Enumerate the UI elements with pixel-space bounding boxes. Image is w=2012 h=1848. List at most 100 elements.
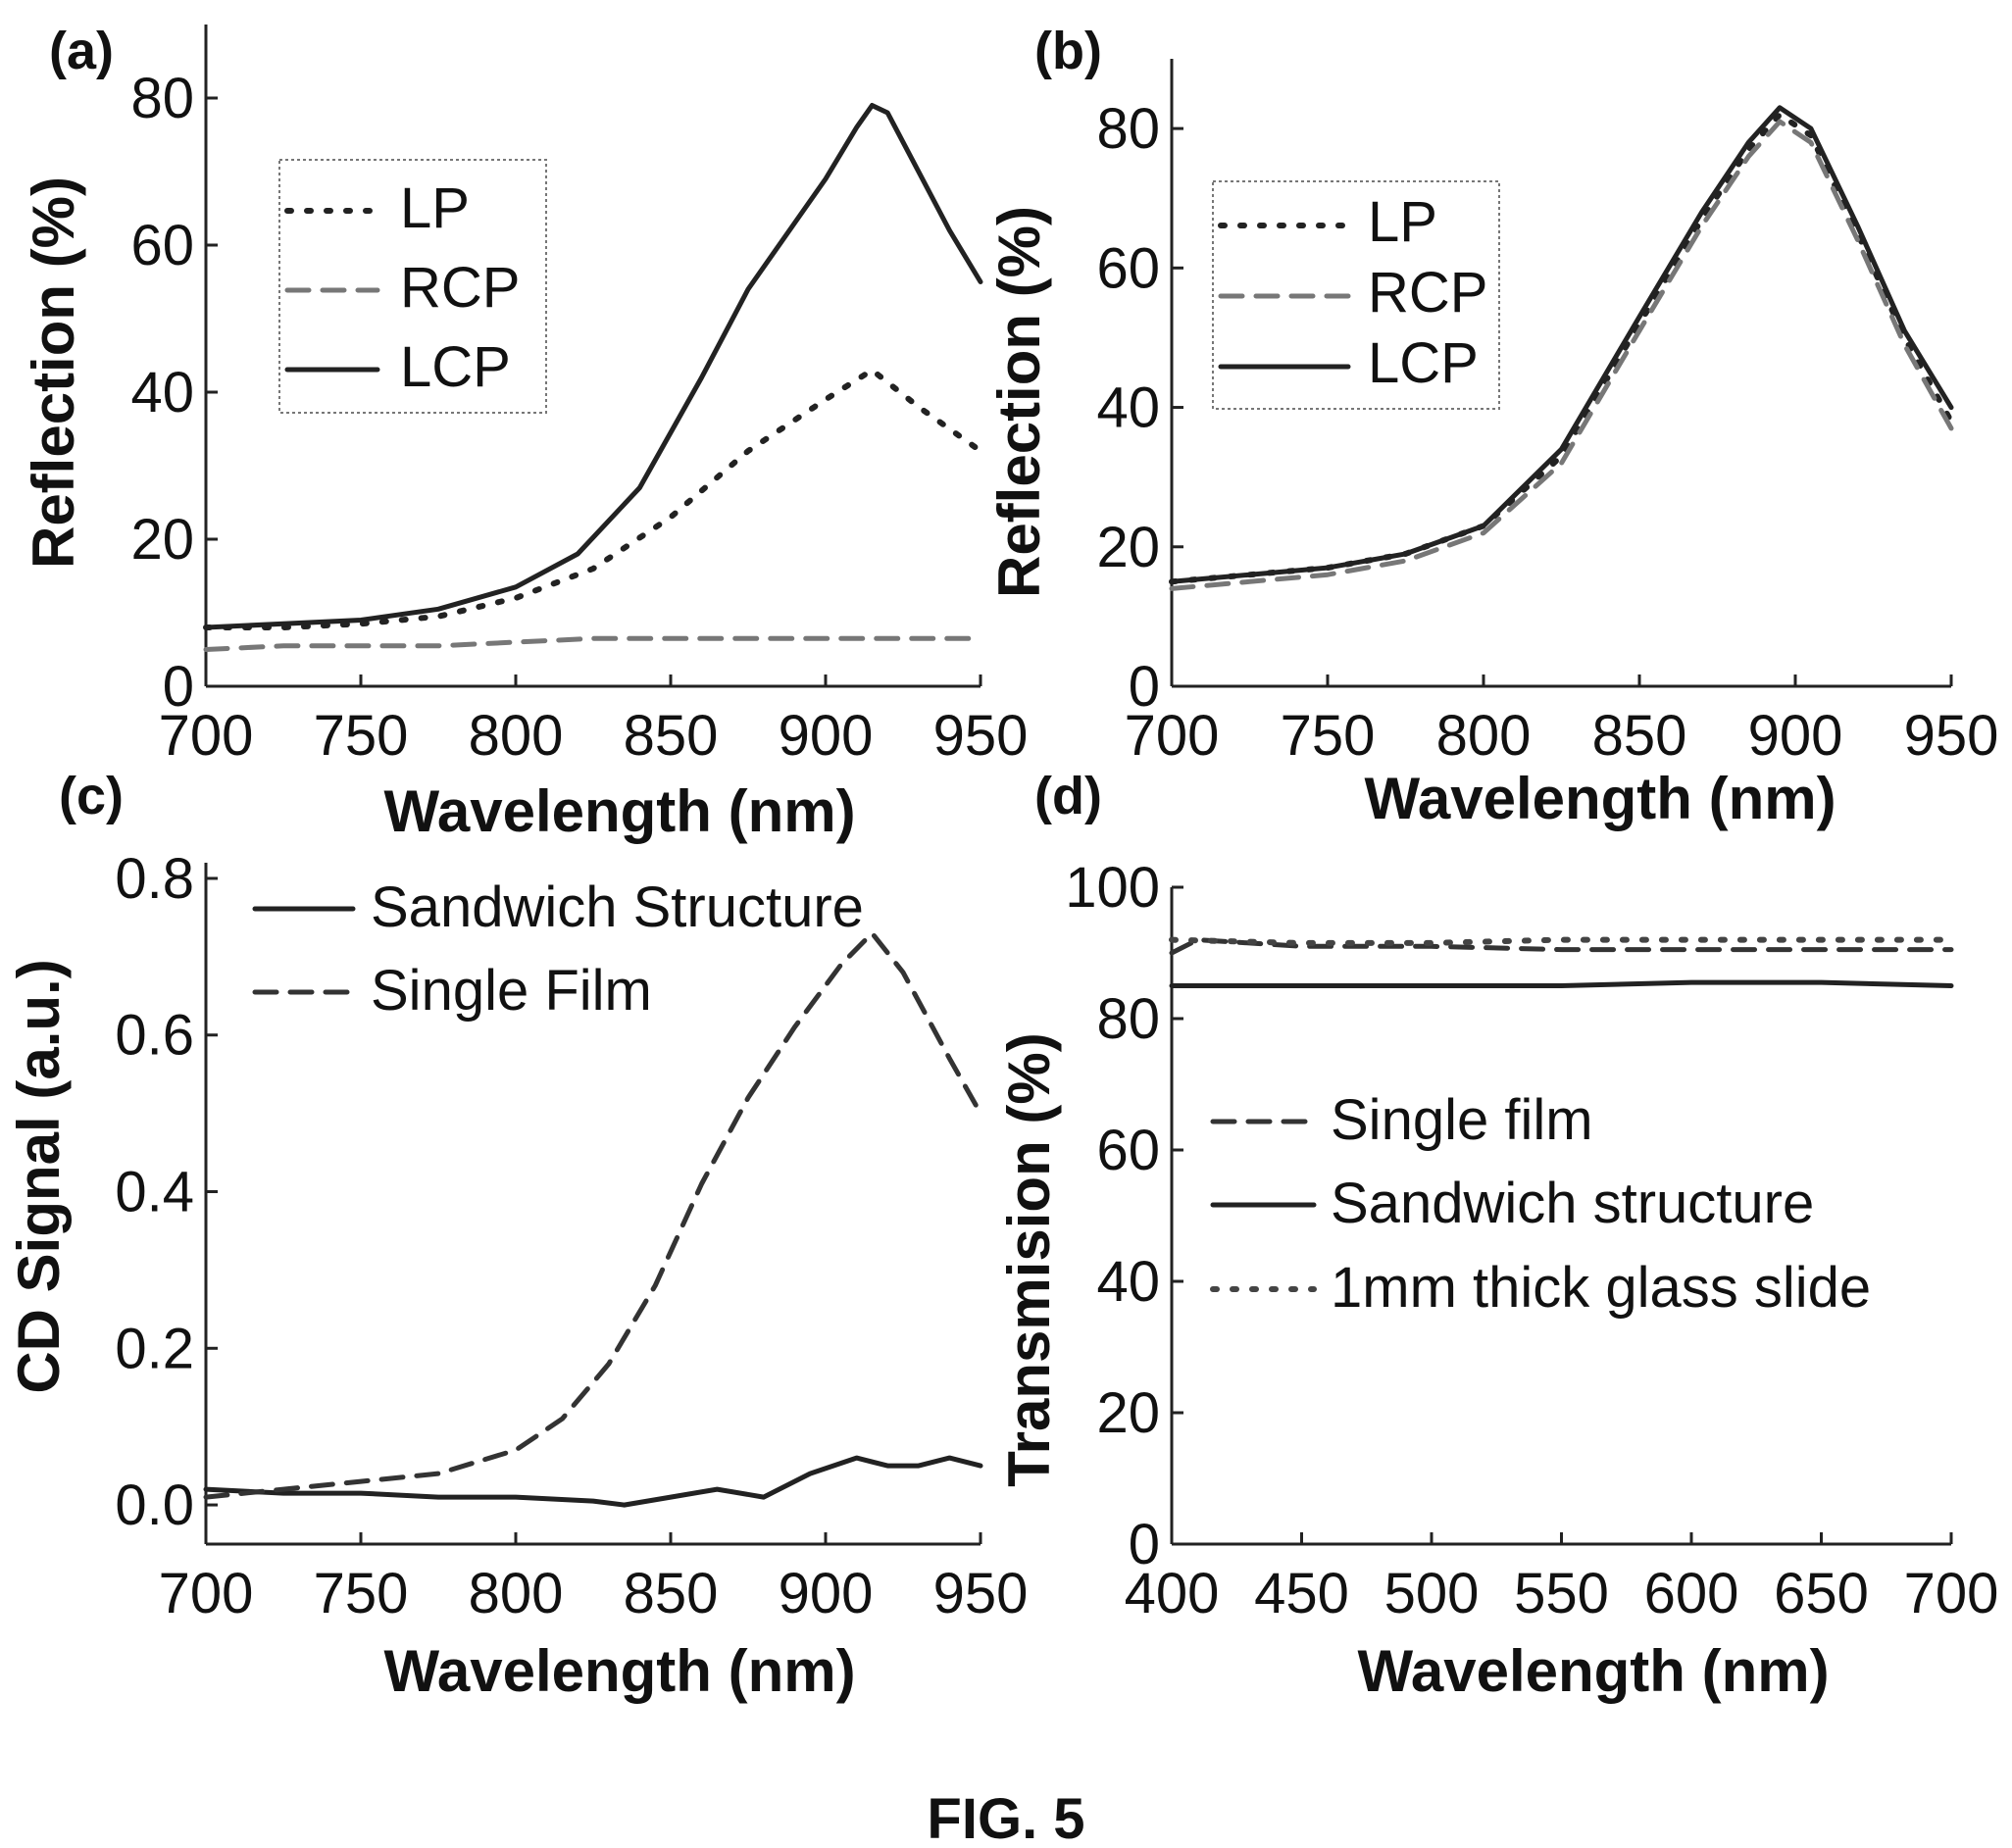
x-tick-label: 500 xyxy=(1384,1562,1480,1625)
legend-label-single-film: Single Film xyxy=(371,959,652,1023)
x-tick-label: 850 xyxy=(1592,704,1687,768)
plot-area xyxy=(1169,936,1954,988)
x-tick-label: 450 xyxy=(1254,1562,1349,1625)
y-tick-label: 0.0 xyxy=(115,1473,194,1537)
y-tick-label: 40 xyxy=(1096,376,1160,440)
legend-label-sandwich: Sandwich Structure xyxy=(371,875,864,939)
y-axis-label: Reflection (%) xyxy=(21,176,86,569)
x-axis-label: Wavelength (nm) xyxy=(383,1638,855,1704)
legend-swatches xyxy=(284,208,380,373)
x-axis-label: Wavelength (nm) xyxy=(383,778,855,844)
tick-layer: 700 750 800 850 900 950 0 20 40 60 80 xyxy=(130,25,1028,768)
y-tick-label: 20 xyxy=(130,508,194,572)
legend: Sandwich Structure Single Film xyxy=(252,875,864,1023)
series-line-rcp xyxy=(1169,119,1954,591)
x-tick-label: 800 xyxy=(469,1562,564,1625)
x-tick-label: 800 xyxy=(1436,704,1532,768)
legend-label-lcp: LCP xyxy=(1368,331,1479,395)
y-tick-label: 20 xyxy=(1096,516,1160,579)
x-tick-label: 650 xyxy=(1774,1562,1869,1625)
panel-label-d: (d) xyxy=(1034,767,1102,825)
y-tick-label: 60 xyxy=(130,214,194,277)
x-tick-label: 750 xyxy=(314,1562,409,1625)
x-tick-label: 550 xyxy=(1514,1562,1609,1625)
legend-label-single-film: Single film xyxy=(1331,1088,1593,1152)
series-line-rcp xyxy=(203,635,983,652)
x-tick-label: 950 xyxy=(1904,704,1999,768)
panel-c: (c) CD Signal (a.u.) Wavelength (nm) 700… xyxy=(6,767,1028,1704)
y-axis-label: CD Signal (a.u.) xyxy=(6,959,72,1393)
tick-layer: 700 750 800 850 900 950 0 20 40 60 80 xyxy=(1096,59,1998,768)
x-tick-label: 950 xyxy=(933,1562,1029,1625)
x-tick-label: 900 xyxy=(779,704,874,768)
x-tick-label: 800 xyxy=(469,704,564,768)
legend: Single film Sandwich structure 1mm thick… xyxy=(1210,1088,1871,1320)
y-tick-label: 40 xyxy=(130,361,194,425)
x-tick-label: 700 xyxy=(159,1562,254,1625)
series-line-lp xyxy=(203,367,983,630)
legend: LP RCP LCP xyxy=(278,159,547,414)
y-tick-label: 20 xyxy=(1096,1381,1160,1445)
panel-label-a: (a) xyxy=(49,22,114,80)
x-tick-label: 700 xyxy=(1125,704,1220,768)
legend-label-lp: LP xyxy=(400,176,470,240)
y-tick-label: 0.6 xyxy=(115,1004,194,1068)
plot-area xyxy=(203,930,983,1508)
panel-label-b: (b) xyxy=(1034,22,1102,80)
y-tick-label: 80 xyxy=(130,67,194,130)
series-line-lp xyxy=(1169,111,1954,585)
panel-label-c: (c) xyxy=(59,767,124,825)
y-axis-label: Transmision (%) xyxy=(996,1032,1062,1486)
x-tick-label: 900 xyxy=(1748,704,1843,768)
y-tick-label: 0 xyxy=(163,655,194,719)
x-tick-label: 700 xyxy=(159,704,254,768)
y-tick-label: 0.8 xyxy=(115,847,194,911)
legend-label-rcp: RCP xyxy=(400,256,520,320)
y-tick-label: 100 xyxy=(1065,856,1160,920)
y-tick-label: 80 xyxy=(1096,987,1160,1051)
tick-layer: 700 750 800 850 900 950 0.0 0.2 0.4 0.6 0.8 xyxy=(115,847,1028,1625)
series-line-single-film xyxy=(203,930,983,1500)
panel-d: (d) Transmision (%) Wavelength (nm) 400 4… xyxy=(996,767,1998,1704)
y-tick-label: 40 xyxy=(1096,1250,1160,1314)
y-tick-label: 0 xyxy=(1129,1513,1160,1576)
x-tick-label: 700 xyxy=(1904,1562,1999,1625)
plot-area xyxy=(203,103,983,652)
y-tick-label: 0.4 xyxy=(115,1161,194,1224)
series-line-sandwich-structure xyxy=(1169,979,1954,988)
x-tick-label: 950 xyxy=(933,704,1029,768)
plot-area xyxy=(1169,105,1954,591)
tick-layer: 400 450 500 550 600 650 700 0 20 40 60 80 100 xyxy=(1065,856,1998,1625)
y-tick-label: 0 xyxy=(1129,655,1160,719)
y-tick-label: 0.2 xyxy=(115,1317,194,1380)
y-tick-label: 80 xyxy=(1096,97,1160,161)
legend-swatches xyxy=(1218,223,1351,370)
series-line-1mm-thick-glass-slide xyxy=(1169,936,1954,946)
series-line-lcp xyxy=(1169,105,1954,584)
legend-frame xyxy=(1212,180,1500,410)
panel-b: (b) Reflection (%) Wavelength (nm) 700 75… xyxy=(986,22,1998,831)
x-tick-label: 850 xyxy=(624,1562,719,1625)
legend-label-lcp: LCP xyxy=(400,335,511,399)
series-line-sandwich-structure xyxy=(203,1455,983,1508)
series-line-lcp xyxy=(203,103,983,630)
x-tick-label: 750 xyxy=(1281,704,1376,768)
legend-swatches xyxy=(1210,1119,1317,1292)
x-axis-label: Wavelength (nm) xyxy=(1364,766,1836,831)
legend: LP RCP LCP xyxy=(1212,180,1500,410)
y-tick-label: 60 xyxy=(1096,1119,1160,1182)
x-tick-label: 750 xyxy=(314,704,409,768)
x-tick-label: 900 xyxy=(779,1562,874,1625)
figure-caption: FIG. 5 xyxy=(927,1787,1084,1848)
legend-label-rcp: RCP xyxy=(1368,261,1487,325)
x-axis-label: Wavelength (nm) xyxy=(1357,1638,1829,1704)
legend-swatches xyxy=(252,906,356,995)
legend-label-glass-slide: 1mm thick glass slide xyxy=(1331,1256,1871,1320)
panel-a: (a) Reflection (%) Wavelength (nm) 700 75… xyxy=(21,22,1028,844)
y-axis-label: Reflection (%) xyxy=(986,206,1052,598)
legend-label-lp: LP xyxy=(1368,190,1437,254)
legend-label-sandwich: Sandwich structure xyxy=(1331,1172,1814,1235)
y-tick-label: 60 xyxy=(1096,236,1160,300)
x-tick-label: 400 xyxy=(1125,1562,1220,1625)
